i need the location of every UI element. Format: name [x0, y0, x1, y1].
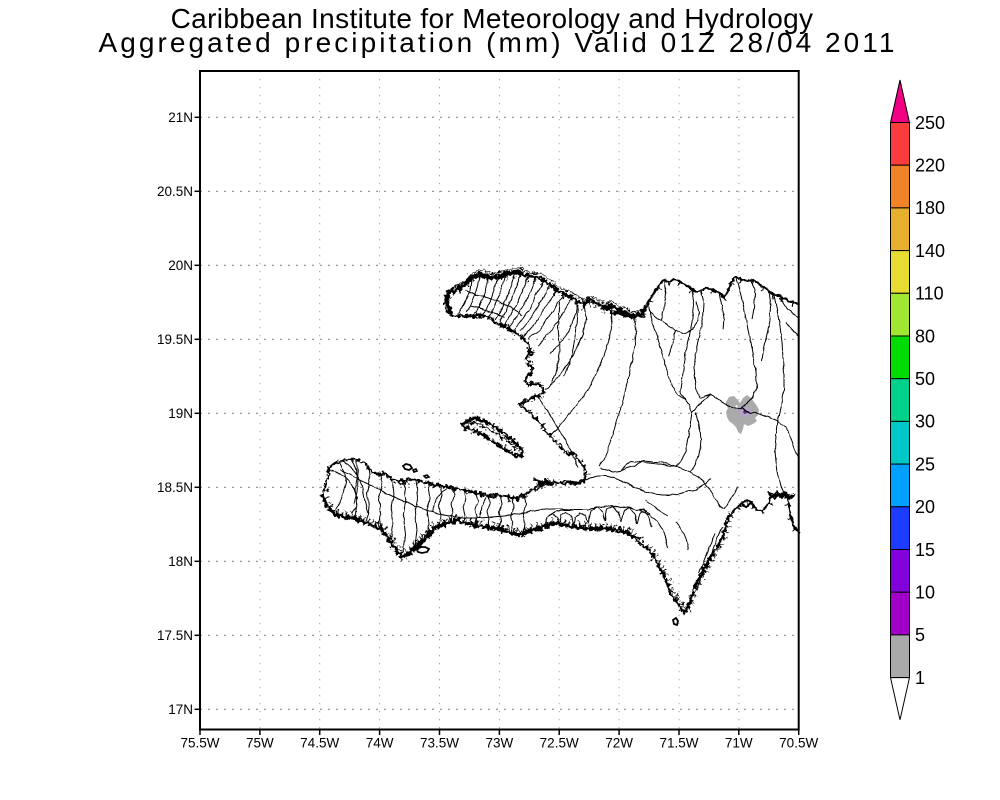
svg-text:20.5N: 20.5N — [157, 184, 193, 199]
svg-text:18N: 18N — [168, 554, 193, 569]
svg-text:74.5W: 74.5W — [300, 736, 339, 751]
svg-text:17.5N: 17.5N — [157, 628, 193, 643]
svg-text:15: 15 — [915, 540, 935, 560]
svg-text:18.5N: 18.5N — [157, 480, 193, 495]
svg-text:250: 250 — [915, 113, 945, 133]
svg-text:25: 25 — [915, 454, 935, 474]
svg-text:19.5N: 19.5N — [157, 332, 193, 347]
svg-text:70.5W: 70.5W — [779, 736, 818, 751]
svg-text:72W: 72W — [605, 736, 633, 751]
svg-text:Caribbean Institute for Meteor: Caribbean Institute for Meteorology and … — [171, 3, 814, 34]
svg-text:180: 180 — [915, 198, 945, 218]
svg-text:19N: 19N — [168, 406, 193, 421]
svg-text:21N: 21N — [168, 110, 193, 125]
svg-text:110: 110 — [915, 284, 944, 304]
svg-text:72.5W: 72.5W — [540, 736, 579, 751]
svg-text:10: 10 — [915, 583, 935, 603]
svg-text:73.5W: 73.5W — [420, 736, 459, 751]
svg-text:75.5W: 75.5W — [180, 736, 219, 751]
svg-text:1: 1 — [915, 668, 925, 688]
svg-text:74W: 74W — [366, 736, 394, 751]
svg-text:20: 20 — [915, 497, 935, 517]
svg-text:20N: 20N — [168, 258, 193, 273]
svg-text:30: 30 — [915, 412, 935, 432]
svg-text:71W: 71W — [725, 736, 753, 751]
svg-text:140: 140 — [915, 241, 945, 261]
svg-text:71.5W: 71.5W — [659, 736, 698, 751]
svg-text:Aggregated precipitation (mm): Aggregated precipitation (mm) Valid 01Z … — [99, 27, 898, 58]
svg-text:17N: 17N — [168, 702, 193, 717]
svg-text:75W: 75W — [246, 736, 274, 751]
svg-text:50: 50 — [915, 369, 935, 389]
svg-text:80: 80 — [915, 326, 935, 346]
svg-text:5: 5 — [915, 625, 925, 645]
svg-text:73W: 73W — [486, 736, 514, 751]
svg-text:220: 220 — [915, 156, 945, 176]
